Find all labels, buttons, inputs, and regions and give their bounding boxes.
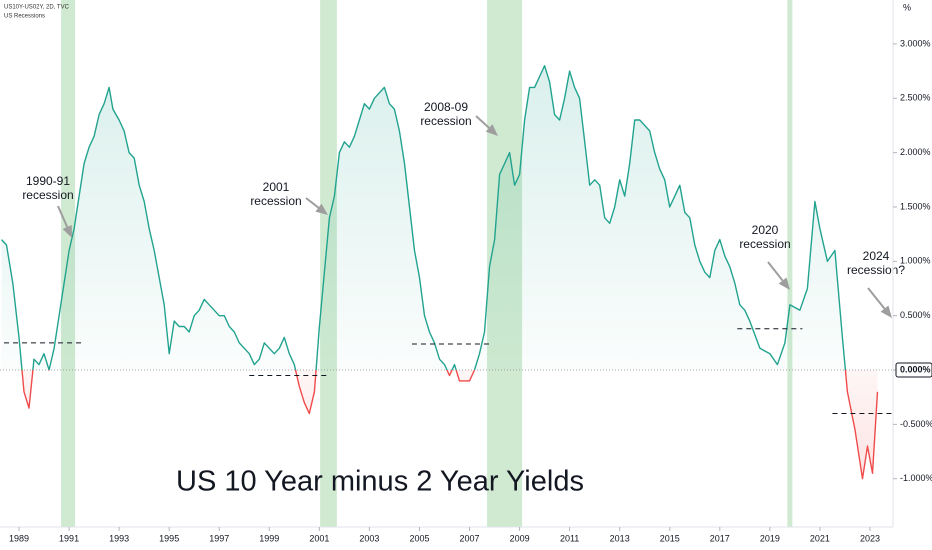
x-tick-label: 1989: [9, 533, 29, 543]
x-tick-label: 2015: [660, 533, 680, 543]
x-tick-label: 1995: [159, 533, 179, 543]
current-value-box: [895, 362, 932, 378]
x-tick-label: 2023: [860, 533, 880, 543]
annotation-text: recession: [739, 237, 790, 251]
annotations: 1990-91recession2001recession2008-09rece…: [22, 100, 905, 318]
annotation-text: recession: [420, 114, 471, 128]
x-tick-label: 2001: [309, 533, 329, 543]
recession-band: [787, 0, 793, 527]
x-tick-label: 2019: [760, 533, 780, 543]
arrow-shaft: [305, 197, 320, 209]
annotation-text: 1990-91: [26, 174, 70, 188]
arrow-head: [485, 124, 498, 136]
y-tick-label: -0.500%: [900, 419, 932, 429]
y-tick-label: 0.500%: [900, 310, 931, 320]
annotation-text: recession?: [847, 263, 905, 277]
x-tick-label: 2021: [810, 533, 830, 543]
area: [1, 65, 878, 479]
chart-title: US 10 Year minus 2 Year Yields: [176, 466, 584, 498]
x-tick-label: 1991: [59, 533, 79, 543]
levels: [4, 328, 893, 415]
x-tick-label: 2009: [510, 533, 530, 543]
annotation-text: 2020: [752, 223, 779, 237]
arrow-shaft: [57, 205, 69, 228]
x-tick-label: 1999: [259, 533, 279, 543]
arrow-shaft: [475, 115, 490, 129]
x-tick-label: 2005: [409, 533, 429, 543]
plot: [0, 65, 879, 480]
x-tick-label: 1993: [109, 533, 129, 543]
annotation-text: recession: [22, 188, 73, 202]
arrow-shaft: [767, 261, 784, 282]
x-tick-label: 2017: [710, 533, 730, 543]
arrow-head: [62, 225, 72, 238]
y-tick-label: 1.500%: [900, 201, 931, 211]
annotation-text: 2001: [263, 180, 290, 194]
recession-legend: US Recessions: [4, 14, 45, 20]
y-tick-label: 2.500%: [900, 93, 931, 103]
x-tick-label: 2003: [359, 533, 379, 543]
y-tick-label: 2.000%: [900, 147, 931, 157]
y-tick-label: -1.000%: [900, 473, 932, 483]
annotation-text: 2008-09: [424, 100, 468, 114]
x-tick-label: 2011: [560, 533, 579, 543]
y-tick-label: 3.000%: [900, 38, 931, 48]
arrow-head: [778, 277, 790, 290]
arrow-shaft: [867, 287, 886, 310]
line: [0, 65, 879, 480]
arrow-head: [315, 203, 328, 215]
y-tick-label: 1.000%: [900, 256, 931, 266]
annotation-text: 2024: [863, 249, 890, 263]
x-tick-label: 1997: [209, 533, 229, 543]
x-tick-label: 2007: [460, 533, 480, 543]
annotation-text: recession: [250, 194, 301, 208]
arrow-head: [880, 305, 892, 318]
x-tick-label: 2013: [610, 533, 630, 543]
y-tick-label: 0.000%: [900, 364, 931, 374]
symbol-label: US10Y-US02Y, 2D, TVC: [4, 5, 70, 11]
y-axis-unit: %: [903, 2, 911, 12]
